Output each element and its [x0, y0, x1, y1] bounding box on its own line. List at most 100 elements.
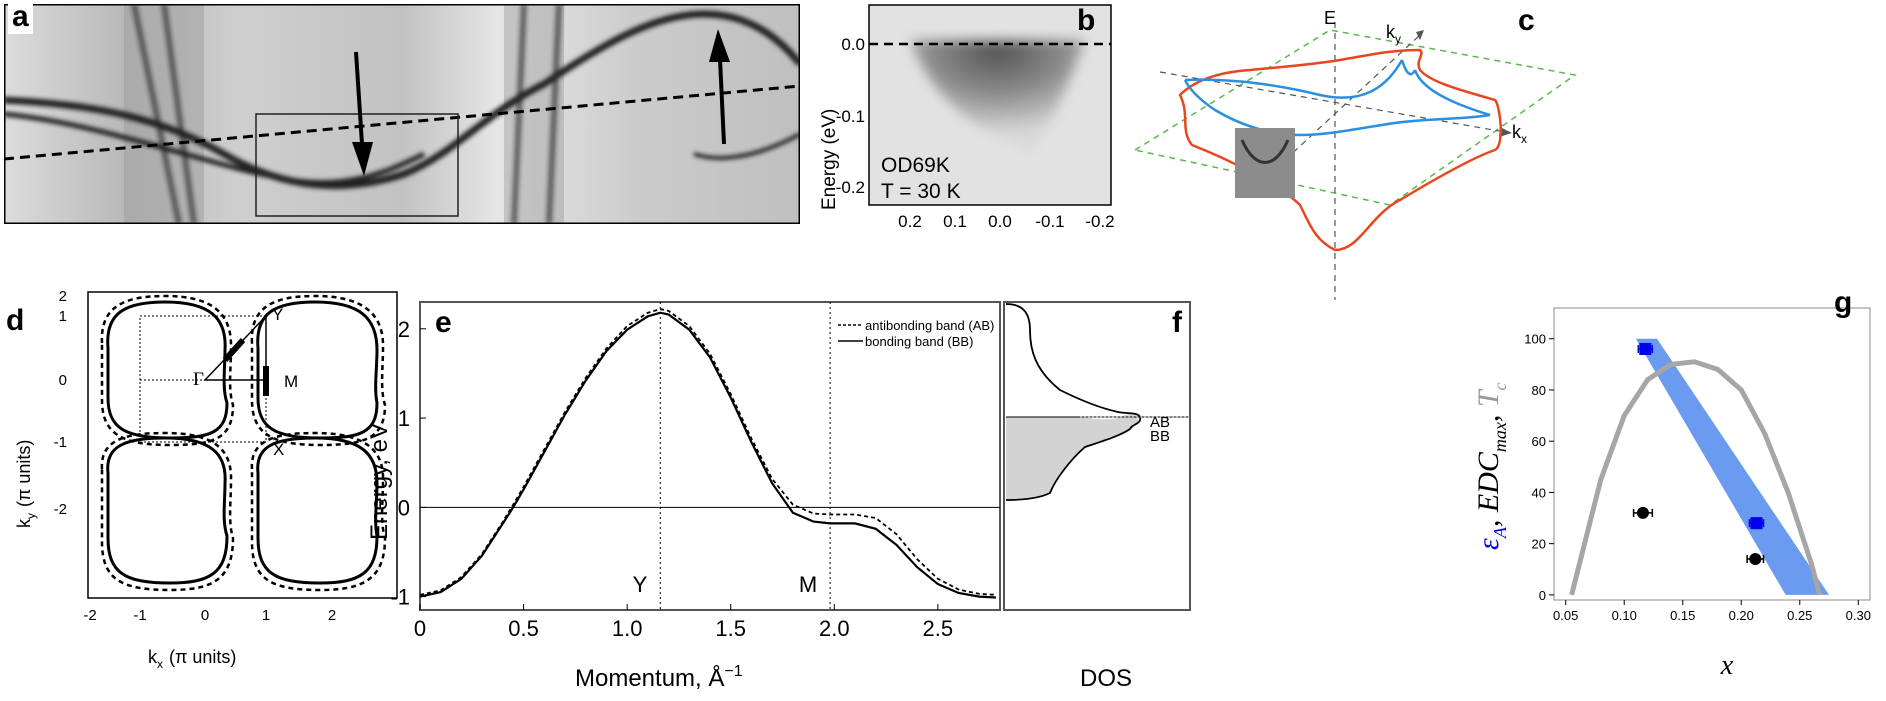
panel-e-xtick: 1.5 — [715, 616, 746, 641]
panel-g-edc-point — [1749, 553, 1762, 566]
panel-e-ytick: 1 — [398, 406, 410, 431]
panel-f-label-bb: BB — [1150, 428, 1170, 445]
panel-e-legend-ab: antibonding band (AB) — [865, 318, 994, 333]
panel-d-brillouin-zone — [139, 379, 267, 443]
panel-e-ytick: -1 — [390, 585, 410, 610]
panel-g-edc-point — [1636, 506, 1649, 519]
panel-c-plane — [1133, 29, 1577, 206]
panel-e-marker-y: Y — [633, 572, 648, 597]
panel-f-plot: AB BB DOS — [1003, 301, 1191, 692]
panel-g-tc-dome — [1569, 359, 1823, 596]
panel-b-letter: b — [1077, 4, 1096, 37]
panel-g: 0.05 0.10 0.15 0.20 0.25 0.30 0 20 40 60 80 100 x ε… — [1455, 286, 1886, 696]
panel-b-temperature-label: T = 30 K — [881, 180, 961, 203]
panel-b-ylabel: Energy (eV) — [819, 109, 840, 210]
panel-b-xtick: -0.2 — [1085, 212, 1114, 231]
panel-c-axis-e-label: E — [1324, 8, 1336, 28]
panel-g-xtick: 0.25 — [1787, 608, 1812, 623]
panel-f-label-ab: AB — [1150, 414, 1170, 431]
panel-c-kx-arrow — [1499, 127, 1512, 137]
panel-d-point-y: Y — [272, 305, 283, 324]
panel-g-ytick: 20 — [1532, 537, 1546, 552]
panel-b-xtick: 0.2 — [898, 212, 922, 231]
panel-c-diagram: E ky kx — [1133, 8, 1577, 300]
panel-g-trend-band — [1635, 338, 1829, 595]
panel-d-ytick: 2 — [59, 288, 67, 305]
panel-b-sample-label: OD69K — [881, 154, 950, 177]
panel-a-image — [3, 3, 803, 225]
panel-g-xtick: 0.20 — [1729, 608, 1754, 623]
panel-d-fermi-contours-dashed — [100, 294, 387, 592]
panel-d-nodal-cut — [222, 337, 246, 363]
panel-d-plot: Γ Y M X -2 -1 0 1 2 2 1 0 -1 -2 kx (π uni… — [14, 288, 398, 671]
panel-b-xtick: -0.1 — [1035, 212, 1064, 231]
panel-d-xtick: 2 — [328, 607, 336, 624]
panel-e-xtick: 2.0 — [819, 616, 850, 641]
panel-g-ytick: 100 — [1524, 332, 1546, 347]
panel-b-spectral-cone — [910, 40, 1085, 150]
panel-e-ylabel: Energy, eV — [366, 423, 393, 540]
panel-d-ytick: -1 — [54, 434, 67, 451]
panel-e: 0 0.5 1.0 1.5 2.0 2.5 2 1 0 -1 Y M antibonding ba… — [355, 300, 1005, 696]
panel-c-axis-kx-label: kx — [1512, 122, 1527, 146]
panel-a-letter: a — [8, 0, 33, 34]
panel-g-xtick: 0.30 — [1846, 608, 1871, 623]
panel-b-xtick: 0.1 — [943, 212, 967, 231]
panel-c-axis-ky-label: ky — [1386, 22, 1401, 46]
panel-c-blue-surface — [1183, 59, 1491, 137]
panel-g-plot: 0.05 0.10 0.15 0.20 0.25 0.30 0 20 40 60 80 100 x ε… — [1472, 307, 1871, 681]
panel-a: a — [3, 0, 803, 225]
panel-g-ytick: 60 — [1532, 434, 1546, 449]
panel-e-xtick: 1.0 — [612, 616, 643, 641]
panel-e-legend-bb: bonding band (BB) — [865, 334, 973, 349]
panel-e-legend: antibonding band (AB) bonding band (BB) — [838, 318, 994, 349]
panel-d-xtick: 1 — [262, 607, 270, 624]
panel-c-kx-axis — [1159, 71, 1506, 133]
panel-e-frame — [419, 301, 1001, 611]
panel-b-plot: 0.0 -0.1 -0.2 0.2 0.1 0.0 -0.1 -0.2 Ener… — [819, 4, 1115, 231]
panel-g-xtick: 0.15 — [1670, 608, 1695, 623]
panel-g-xtick: 0.05 — [1553, 608, 1578, 623]
panel-g-epsilon-point — [1639, 342, 1652, 355]
panel-a-band-curve — [3, 10, 803, 190]
panel-c-inset-spectrum — [1235, 128, 1295, 198]
panel-d-fermi-contours-solid — [106, 300, 379, 585]
panel-f-xlabel: DOS — [1080, 665, 1132, 692]
panel-g-xlabel: x — [1720, 650, 1734, 681]
panel-b-ytick: 0.0 — [841, 35, 865, 54]
panel-a-down-arrow — [352, 51, 373, 176]
panel-f-letter: f — [1172, 306, 1182, 339]
panel-d-ytick: 1 — [59, 308, 67, 325]
panel-a-vertical-streak — [131, 3, 562, 225]
panel-c-ky-arrow — [1416, 30, 1424, 40]
panel-g-epsilon-point — [1750, 517, 1763, 530]
panel-e-letter: e — [435, 306, 452, 339]
panel-g-ytick: 0 — [1539, 588, 1546, 603]
panel-d-xtick: -1 — [133, 607, 146, 624]
panel-a-band-curve — [3, 111, 426, 186]
panel-d-point-x: X — [273, 440, 284, 459]
panel-d-xlabel: kx (π units) — [148, 647, 236, 671]
panel-d-ytick: 0 — [59, 372, 67, 389]
panel-d-letter: d — [6, 304, 25, 337]
panel-g-ylabel: εA, EDCmax, Tc — [1472, 382, 1510, 550]
panel-b: 0.0 -0.1 -0.2 0.2 0.1 0.0 -0.1 -0.2 Ener… — [815, 0, 1115, 240]
panel-d-ytick: -2 — [54, 501, 67, 518]
panel-g-letter: g — [1834, 286, 1853, 319]
panel-c-letter: c — [1518, 4, 1535, 37]
panel-b-ytick: -0.2 — [836, 178, 865, 197]
panel-a-up-arrow — [709, 29, 730, 145]
panel-e-xtick: 0.5 — [508, 616, 539, 641]
panel-c: E ky kx c — [1120, 0, 1886, 300]
panel-d-ylabel: ky(π units) — [14, 440, 38, 528]
panel-e-xlabel: Momentum, Å−1 — [575, 663, 743, 692]
panel-g-xtick: 0.10 — [1612, 608, 1637, 623]
panel-e-ab-band-line — [419, 308, 996, 596]
panel-g-ytick: 40 — [1532, 485, 1546, 500]
panel-b-xtick: 0.0 — [988, 212, 1012, 231]
panel-e-xtick: 2.5 — [923, 616, 954, 641]
panel-a-frame — [3, 3, 801, 225]
panel-d-point-gamma: Γ — [193, 369, 204, 390]
panel-a-dashed-line — [3, 84, 801, 161]
